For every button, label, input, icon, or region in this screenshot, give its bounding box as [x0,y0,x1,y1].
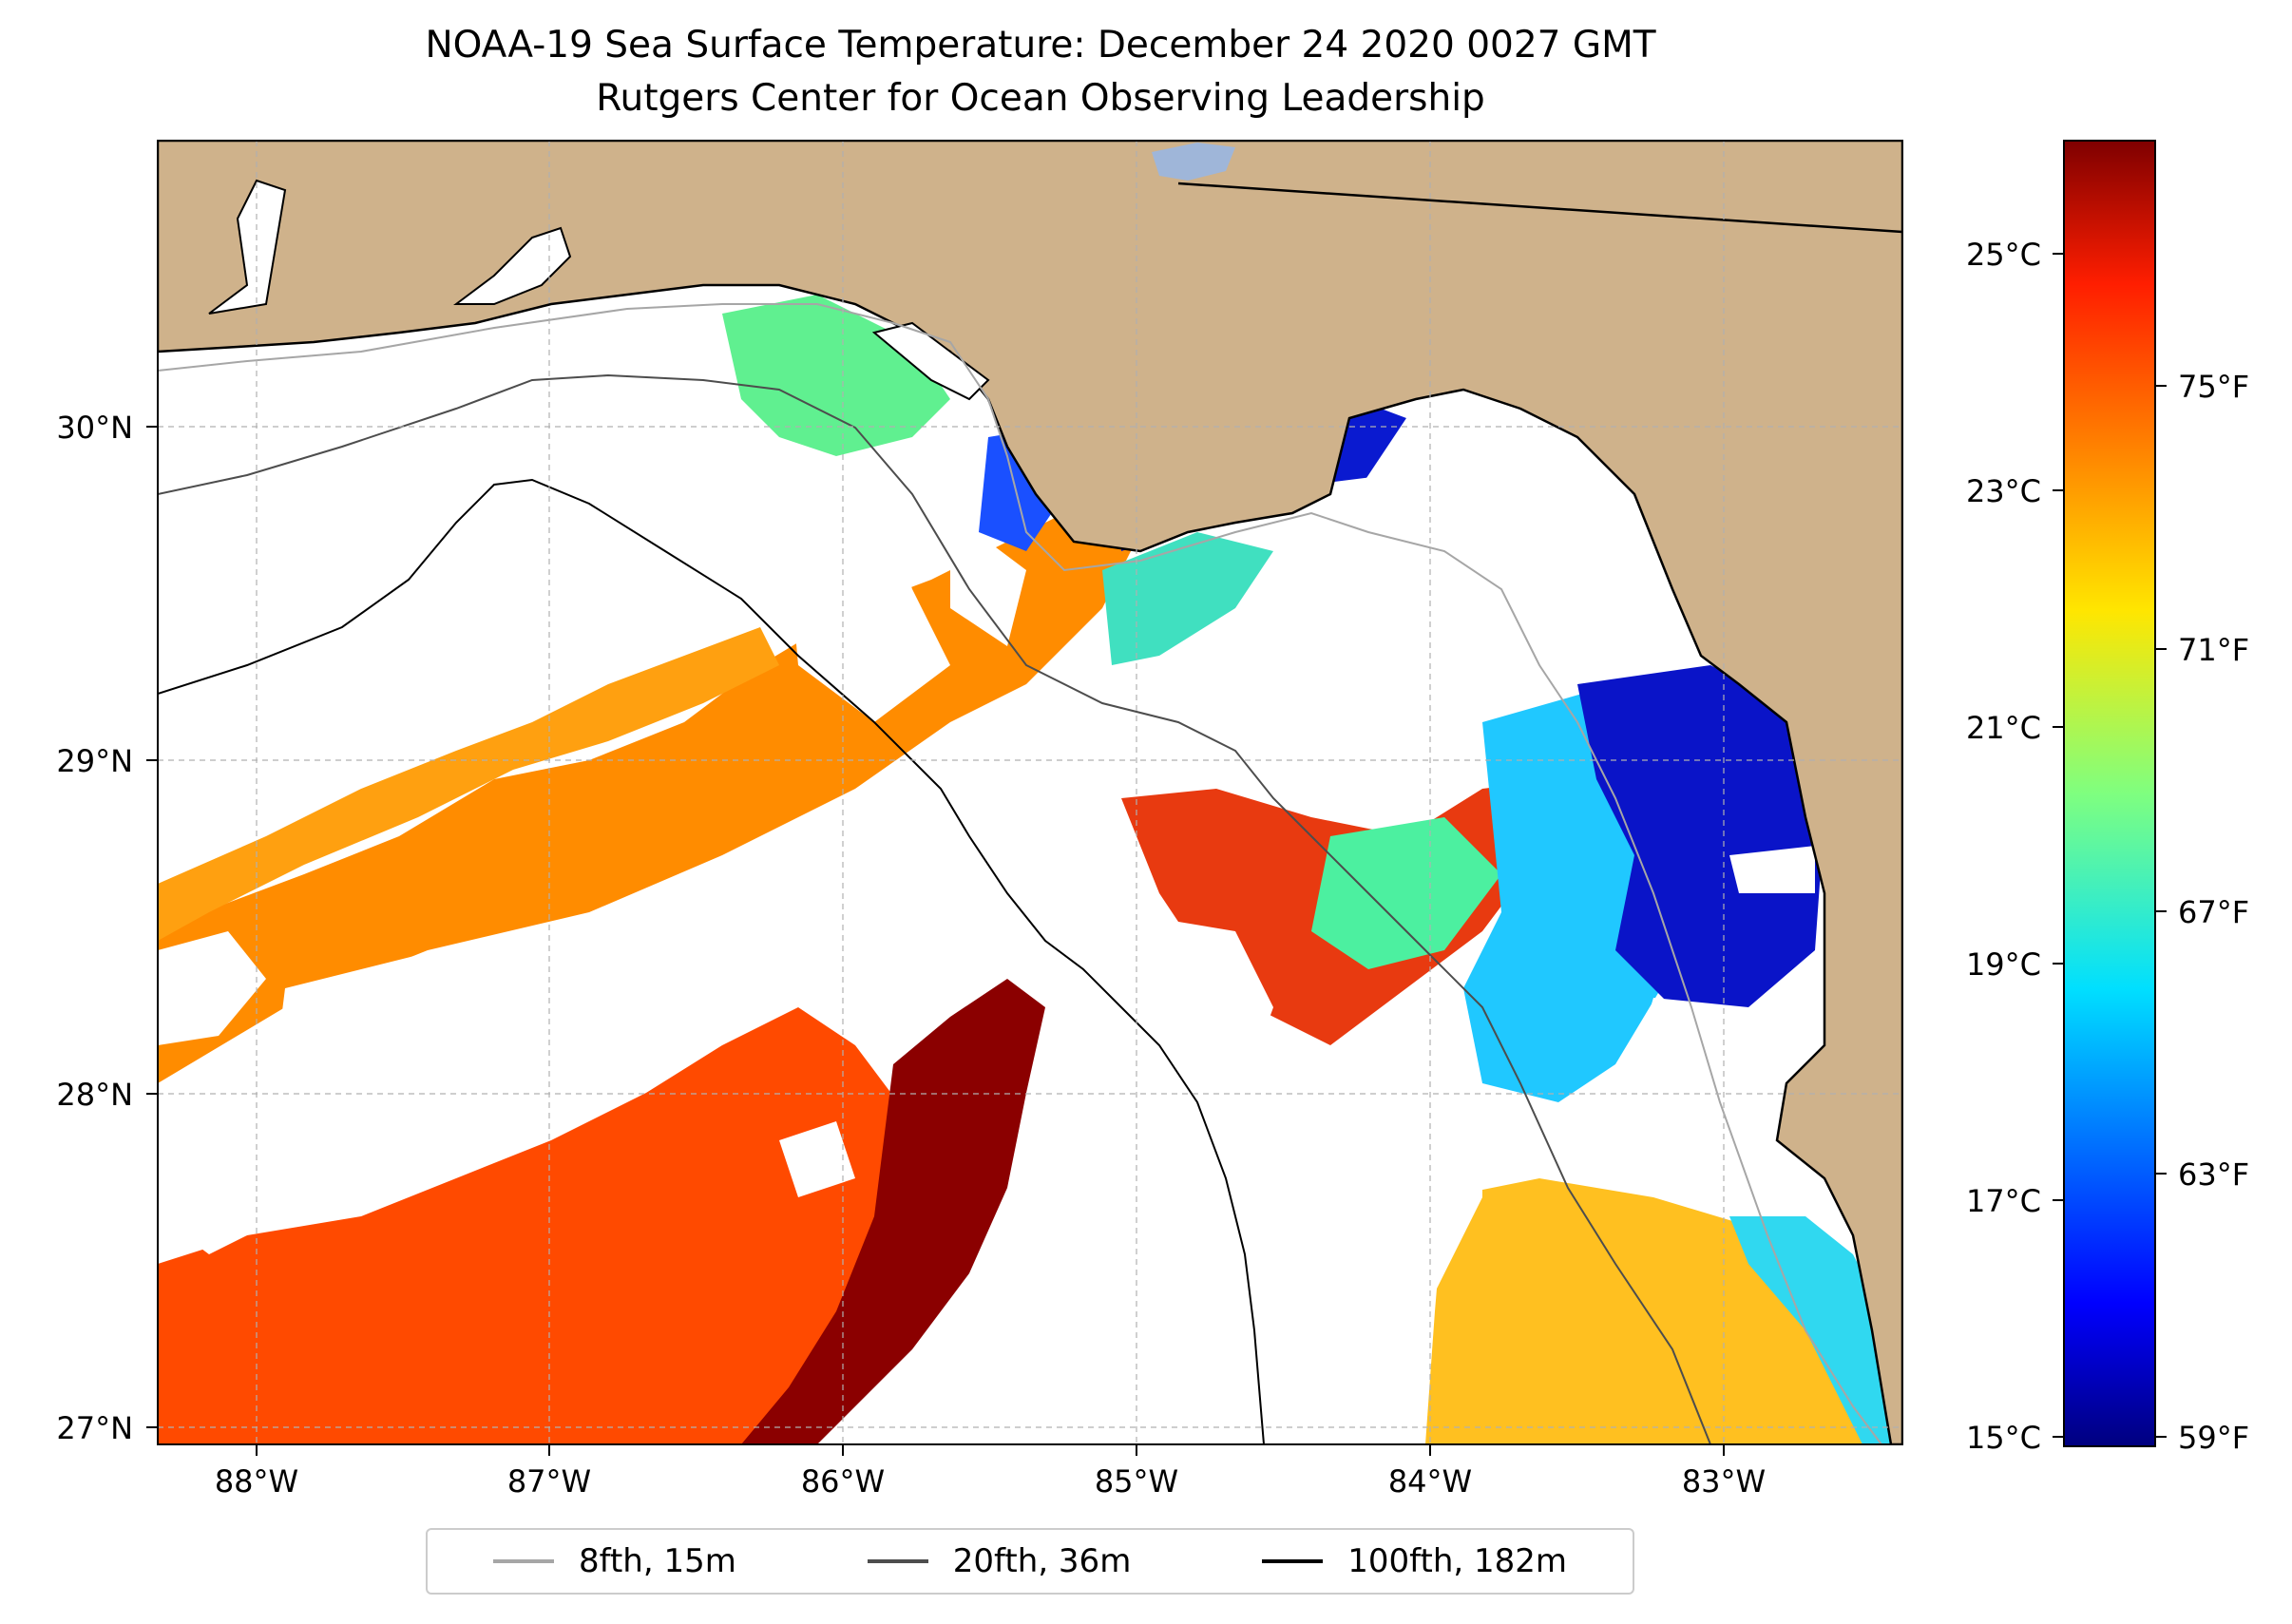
grid [158,141,1902,1444]
land-northern-coast [158,141,1902,1444]
lat-label-29: 29°N [56,743,133,779]
legend: 8fth, 15m 20fth, 36m 100fth, 182m [426,1528,1634,1595]
lon-label-83w: 83°W [1682,1463,1766,1500]
legend-item-100fth: 100fth, 182m [1262,1542,1567,1580]
colorbar-celsius-label: 15°C [1966,1420,2041,1456]
chart-title: NOAA-19 Sea Surface Temperature: Decembe… [425,24,1656,67]
colorbar-celsius-label: 17°C [1966,1183,2041,1219]
legend-label: 100fth, 182m [1347,1542,1568,1580]
colorbar-fahrenheit-label: 71°F [2178,632,2249,668]
cloud-gap [276,941,684,1131]
sst-red-south [158,1007,931,1444]
colorbar [2063,140,2156,1447]
contour-8fth [158,303,1882,1444]
colorbar-celsius-label: 19°C [1966,946,2041,983]
lat-label-28: 28°N [56,1077,133,1113]
sst-central-green [1311,817,1501,969]
lon-label-85w: 85°W [1095,1463,1178,1500]
lat-label-30: 30°N [56,410,133,446]
legend-label: 8fth, 15m [578,1542,736,1580]
lake [1152,143,1235,181]
cloud-gap [950,513,1026,646]
contour-100fth [158,478,1265,1444]
colorbar-celsius-label: 21°C [1966,710,2041,746]
colorbar-celsius-label: 25°C [1966,237,2041,273]
sst-dark-red-core [741,979,1045,1444]
contour-20fth [158,373,1711,1444]
sst-southeast-yellow [1425,1178,1891,1444]
legend-swatch [1262,1559,1324,1563]
cloud-gap [1615,998,1786,1197]
lat-ticks [146,426,158,1428]
legend-swatch [867,1559,928,1563]
cloud-gap [158,931,266,1045]
cloud-mask [158,380,1815,1444]
colorbar-ticks [2053,253,2167,1438]
cloud-gap [779,456,950,722]
legend-item-20fth: 20fth, 36m [867,1542,1132,1580]
colorbar-fahrenheit-label: 59°F [2178,1420,2249,1456]
bay-inlet [208,179,287,315]
bathymetry-contours [158,303,1882,1444]
sst-northeast-cyan [1102,532,1273,665]
map-panel [158,141,1902,1444]
lon-label-84w: 84°W [1388,1463,1472,1500]
cloud-gap [1311,1102,1482,1330]
cloud-gap [158,380,760,751]
legend-label: 20fth, 36m [952,1542,1132,1580]
legend-swatch [492,1559,554,1563]
cloud-gap [855,912,1273,1444]
lon-label-87w: 87°W [507,1463,591,1500]
sst-orange-west-band [158,627,779,941]
sst-southeast-cyan [1729,1216,1902,1444]
colorbar-fahrenheit-label: 63°F [2178,1156,2249,1193]
legend-item-8fth: 8fth, 15m [492,1542,736,1580]
land [158,141,1902,1444]
colorbar-fahrenheit-label: 75°F [2178,369,2249,405]
lat-label-27: 27°N [56,1410,133,1446]
colorbar-celsius-label: 23°C [1966,473,2041,509]
chart-subtitle: Rutgers Center for Ocean Observing Leade… [596,77,1485,120]
lon-label-88w: 88°W [215,1463,298,1500]
state-border [1177,182,1902,234]
sst-east-dark-blue [1577,665,1824,1007]
map-frame [157,140,1903,1445]
lon-ticks [256,1444,1725,1456]
bay-inlet [871,321,990,401]
colorbar-fahrenheit-label: 67°F [2178,894,2249,930]
cloud-gap [1729,846,1815,893]
bay-inlet [453,226,572,305]
cloud-gap [779,1121,855,1197]
lon-label-86w: 86°W [801,1463,885,1500]
